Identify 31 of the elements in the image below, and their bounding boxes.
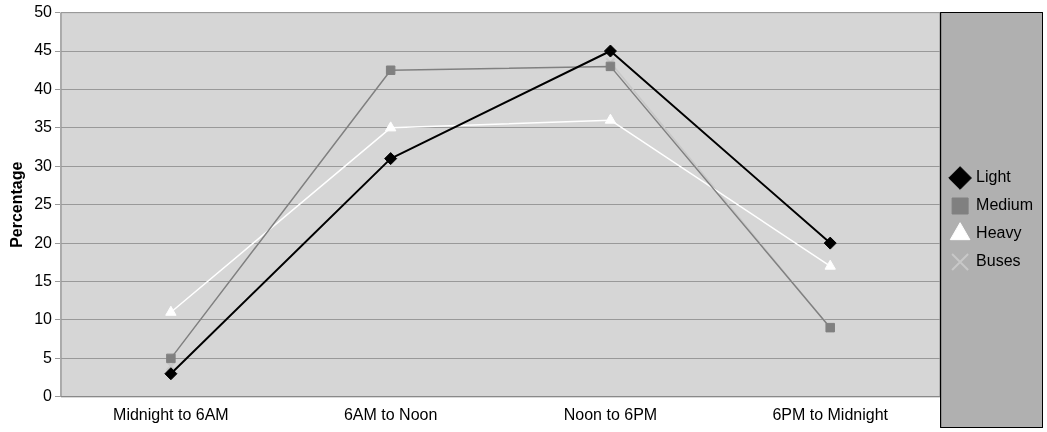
- y-tick-label: 10: [34, 310, 53, 328]
- x-tick-label: Noon to 6PM: [563, 405, 658, 423]
- y-tick-label: 25: [34, 195, 53, 213]
- y-tick-label: 50: [34, 3, 53, 21]
- x-tick-label: 6PM to Midnight: [772, 405, 889, 423]
- point: [166, 353, 176, 364]
- y-tick-label: 45: [34, 41, 53, 59]
- point: [385, 65, 396, 75]
- point: [824, 259, 836, 270]
- point: [605, 61, 616, 72]
- legend-label: Medium: [976, 196, 1033, 214]
- y-tick-label: 0: [43, 387, 53, 405]
- y-tick-label: 30: [34, 156, 53, 174]
- x-tick-label: Midnight to 6AM: [113, 405, 229, 423]
- y-tick-label: 40: [34, 79, 53, 97]
- point: [604, 113, 617, 124]
- y-tick-label: 15: [34, 271, 53, 289]
- legend-label: Heavy: [976, 224, 1022, 242]
- point: [603, 44, 617, 58]
- y-axis-title: Percentage: [8, 161, 26, 248]
- point: [384, 152, 398, 166]
- x-tick-label: 6AM to Noon: [343, 405, 438, 423]
- point: [384, 121, 397, 132]
- legend-label: Light: [976, 168, 1012, 186]
- point: [165, 305, 177, 316]
- legend-label: Buses: [976, 252, 1021, 270]
- y-tick-label: 5: [43, 348, 53, 366]
- y-tick-label: 20: [34, 233, 53, 251]
- point: [823, 236, 837, 250]
- point: [164, 367, 178, 381]
- y-tick-label: 35: [34, 118, 53, 136]
